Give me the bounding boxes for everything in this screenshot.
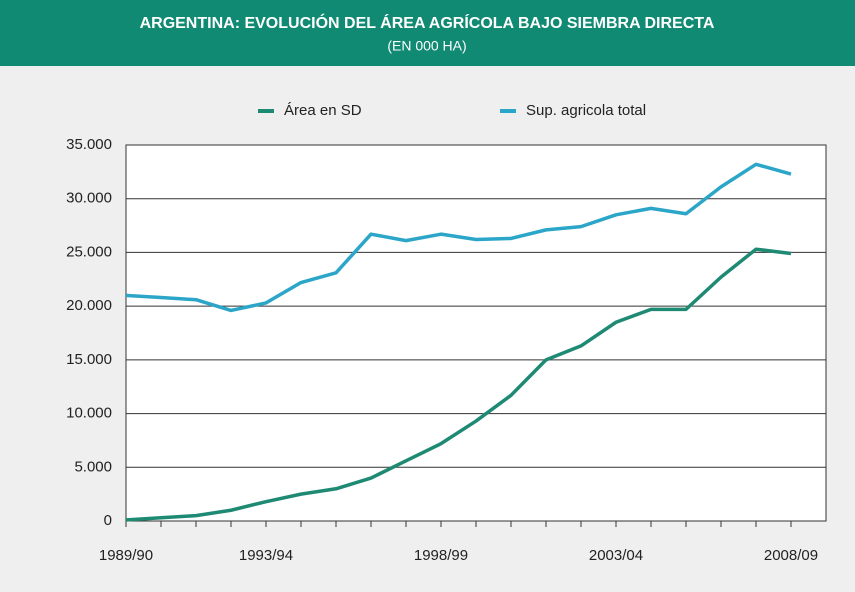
- x-tick-label: 1998/99: [414, 547, 468, 564]
- y-tick-label: 25.000: [66, 243, 112, 260]
- series-line: [125, 247, 792, 522]
- y-tick-label: 35.000: [66, 136, 112, 153]
- title-bar: [0, 0, 855, 66]
- y-tick-label: 20.000: [66, 297, 112, 314]
- chart-title: ARGENTINA: EVOLUCIÓN DEL ÁREA AGRÍCOLA B…: [140, 13, 715, 32]
- y-tick-label: 30.000: [66, 190, 112, 207]
- legend-label: Área en SD: [284, 102, 362, 119]
- x-tick-label: 1993/94: [239, 547, 293, 564]
- series-line: [125, 162, 792, 313]
- plot-area: [125, 144, 827, 522]
- x-tick-label: 1989/90: [99, 547, 153, 564]
- chart-subtitle: (EN 000 HA): [387, 38, 466, 54]
- x-tick-label: 2003/04: [589, 547, 643, 564]
- y-tick-label: 0: [104, 512, 112, 529]
- legend-label: Sup. agricola total: [526, 102, 646, 119]
- y-tick-label: 10.000: [66, 405, 112, 422]
- x-tick-label: 2008/09: [764, 547, 818, 564]
- y-tick-label: 5.000: [74, 458, 112, 475]
- y-tick-label: 15.000: [66, 351, 112, 368]
